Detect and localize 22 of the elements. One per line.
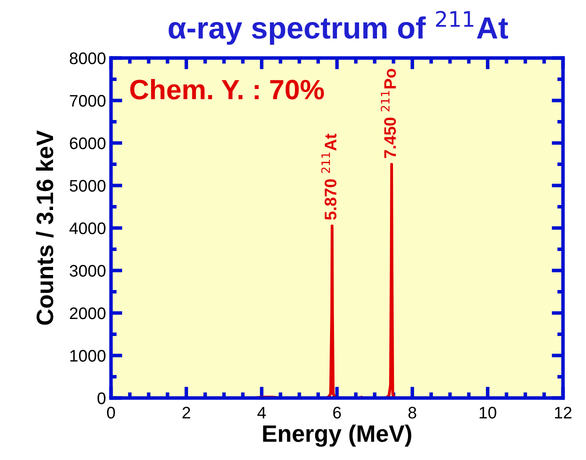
- x-tick-label: 8: [408, 406, 416, 419]
- x-axis-title: Energy (MeV): [263, 424, 412, 447]
- chart-title: α-ray spectrum of $^{211}$At: [168, 10, 508, 45]
- x-tick-label: 10: [480, 406, 496, 419]
- x-tick-label: 2: [182, 406, 190, 418]
- x-tick-label: 0: [107, 406, 115, 419]
- x-tick-label: 12: [555, 406, 572, 418]
- y-tick-label: 5000: [70, 180, 106, 192]
- y-tick-label: 0: [98, 392, 106, 404]
- y-tick-label: 7000: [70, 94, 106, 107]
- x-tick-label: 6: [333, 406, 341, 419]
- annotation: 5.870 $^{211}$At: [321, 134, 336, 220]
- x-tick-label: 4: [257, 406, 266, 418]
- annotation: Chem. Y. : 70%: [130, 79, 324, 100]
- y-tick-label: 8000: [70, 52, 106, 64]
- y-tick-label: 6000: [70, 137, 106, 150]
- y-tick-label: 1000: [70, 350, 106, 362]
- y-axis-title: Counts / 3.16 keV: [36, 130, 54, 325]
- annotation: 7.450 $^{211}$Po: [380, 68, 396, 158]
- y-tick-label: 4000: [69, 222, 106, 234]
- y-tick-label: 2000: [70, 307, 106, 320]
- y-tick-label: 3000: [70, 264, 106, 277]
